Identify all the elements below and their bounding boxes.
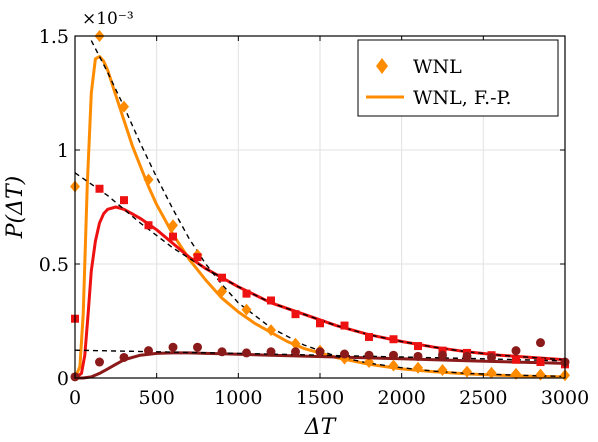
data-point-circle [487,352,496,362]
data-point-square [169,232,177,241]
data-point-square [365,332,373,341]
legend-box [357,39,559,117]
data-point-diamond [143,173,154,186]
data-point-square [267,296,275,305]
data-point-circle [291,347,300,357]
data-point-diamond [462,365,472,378]
data-point-diamond [241,303,252,316]
data-point-diamond [168,219,178,232]
data-point-circle [462,351,472,361]
data-point-circle [511,346,521,356]
data-point-circle [438,350,447,360]
data-point-diamond [217,285,227,298]
data-point-circle [144,346,153,356]
data-point-square [218,273,226,282]
y-axis-label: P(ΔT) [3,176,28,240]
data-point-circle [389,350,398,360]
data-point-square [291,310,300,319]
data-point-square [438,346,447,355]
data-point-circle [340,349,349,359]
data-point-diamond [486,366,497,379]
data-point-square [242,289,251,298]
data-point-square [193,253,202,262]
data-point-square [120,196,128,205]
data-point-circle [217,347,227,357]
legend-entry-wnl: WNL [376,56,462,78]
y-tick-label: 0 [57,368,69,390]
data-point-square [414,342,422,351]
data-point-circle [266,347,276,357]
x-tick-label: 500 [139,387,175,409]
x-tick-label: 3000 [541,387,589,409]
data-point-diamond [437,364,448,377]
data-point-circle [242,348,251,358]
x-tick-label: 1000 [214,387,262,409]
data-point-diamond [266,324,276,337]
data-point-circle [168,342,178,352]
data-point-diamond [364,356,374,369]
x-tick-label: 1500 [296,387,344,409]
x-tick-label: 0 [69,387,81,409]
x-axis-label: ΔT [304,415,338,440]
data-point-circle [413,351,423,361]
data-point-square [389,335,398,344]
legend-label-wnl: WNL [413,56,462,78]
data-point-square [95,184,104,193]
y-exponent-label: ×10⁻³ [82,9,134,29]
data-point-diamond [535,368,546,381]
data-point-diamond [119,100,129,113]
data-point-square [144,221,153,230]
data-point-circle [95,357,104,367]
data-point-circle [119,352,129,362]
data-point-diamond [290,337,301,350]
plot-series [70,30,570,382]
y-tick-label: 1.5 [39,26,69,48]
fit-dashed-line [90,40,566,378]
x-tick-label: 2500 [459,387,507,409]
legend: WNL WNL, F.-P. [357,39,559,117]
data-point-square [316,319,324,328]
data-point-diamond [413,361,423,374]
ticks: 0 500 1000 1500 2000 2500 3000 0 0.5 1 1.5 [39,26,589,409]
y-tick-label: 1 [57,140,69,162]
series-curve [74,205,566,380]
data-point-square [340,321,349,330]
data-point-circle [315,347,325,357]
legend-marker-diamond [376,58,388,74]
legend-entry-wnl-fp: WNL, F.-P. [366,87,512,109]
data-point-diamond [388,359,399,372]
data-point-circle [193,342,202,352]
fit-dashed-line [74,172,566,361]
data-point-square [536,358,545,367]
y-tick-label: 0.5 [39,254,69,276]
x-tick-label: 2000 [377,387,425,409]
data-point-circle [364,350,374,360]
data-point-circle [536,338,545,348]
data-point-diamond [511,367,521,380]
data-point-square [512,355,520,364]
legend-label-wnl-fp: WNL, F.-P. [413,87,512,109]
